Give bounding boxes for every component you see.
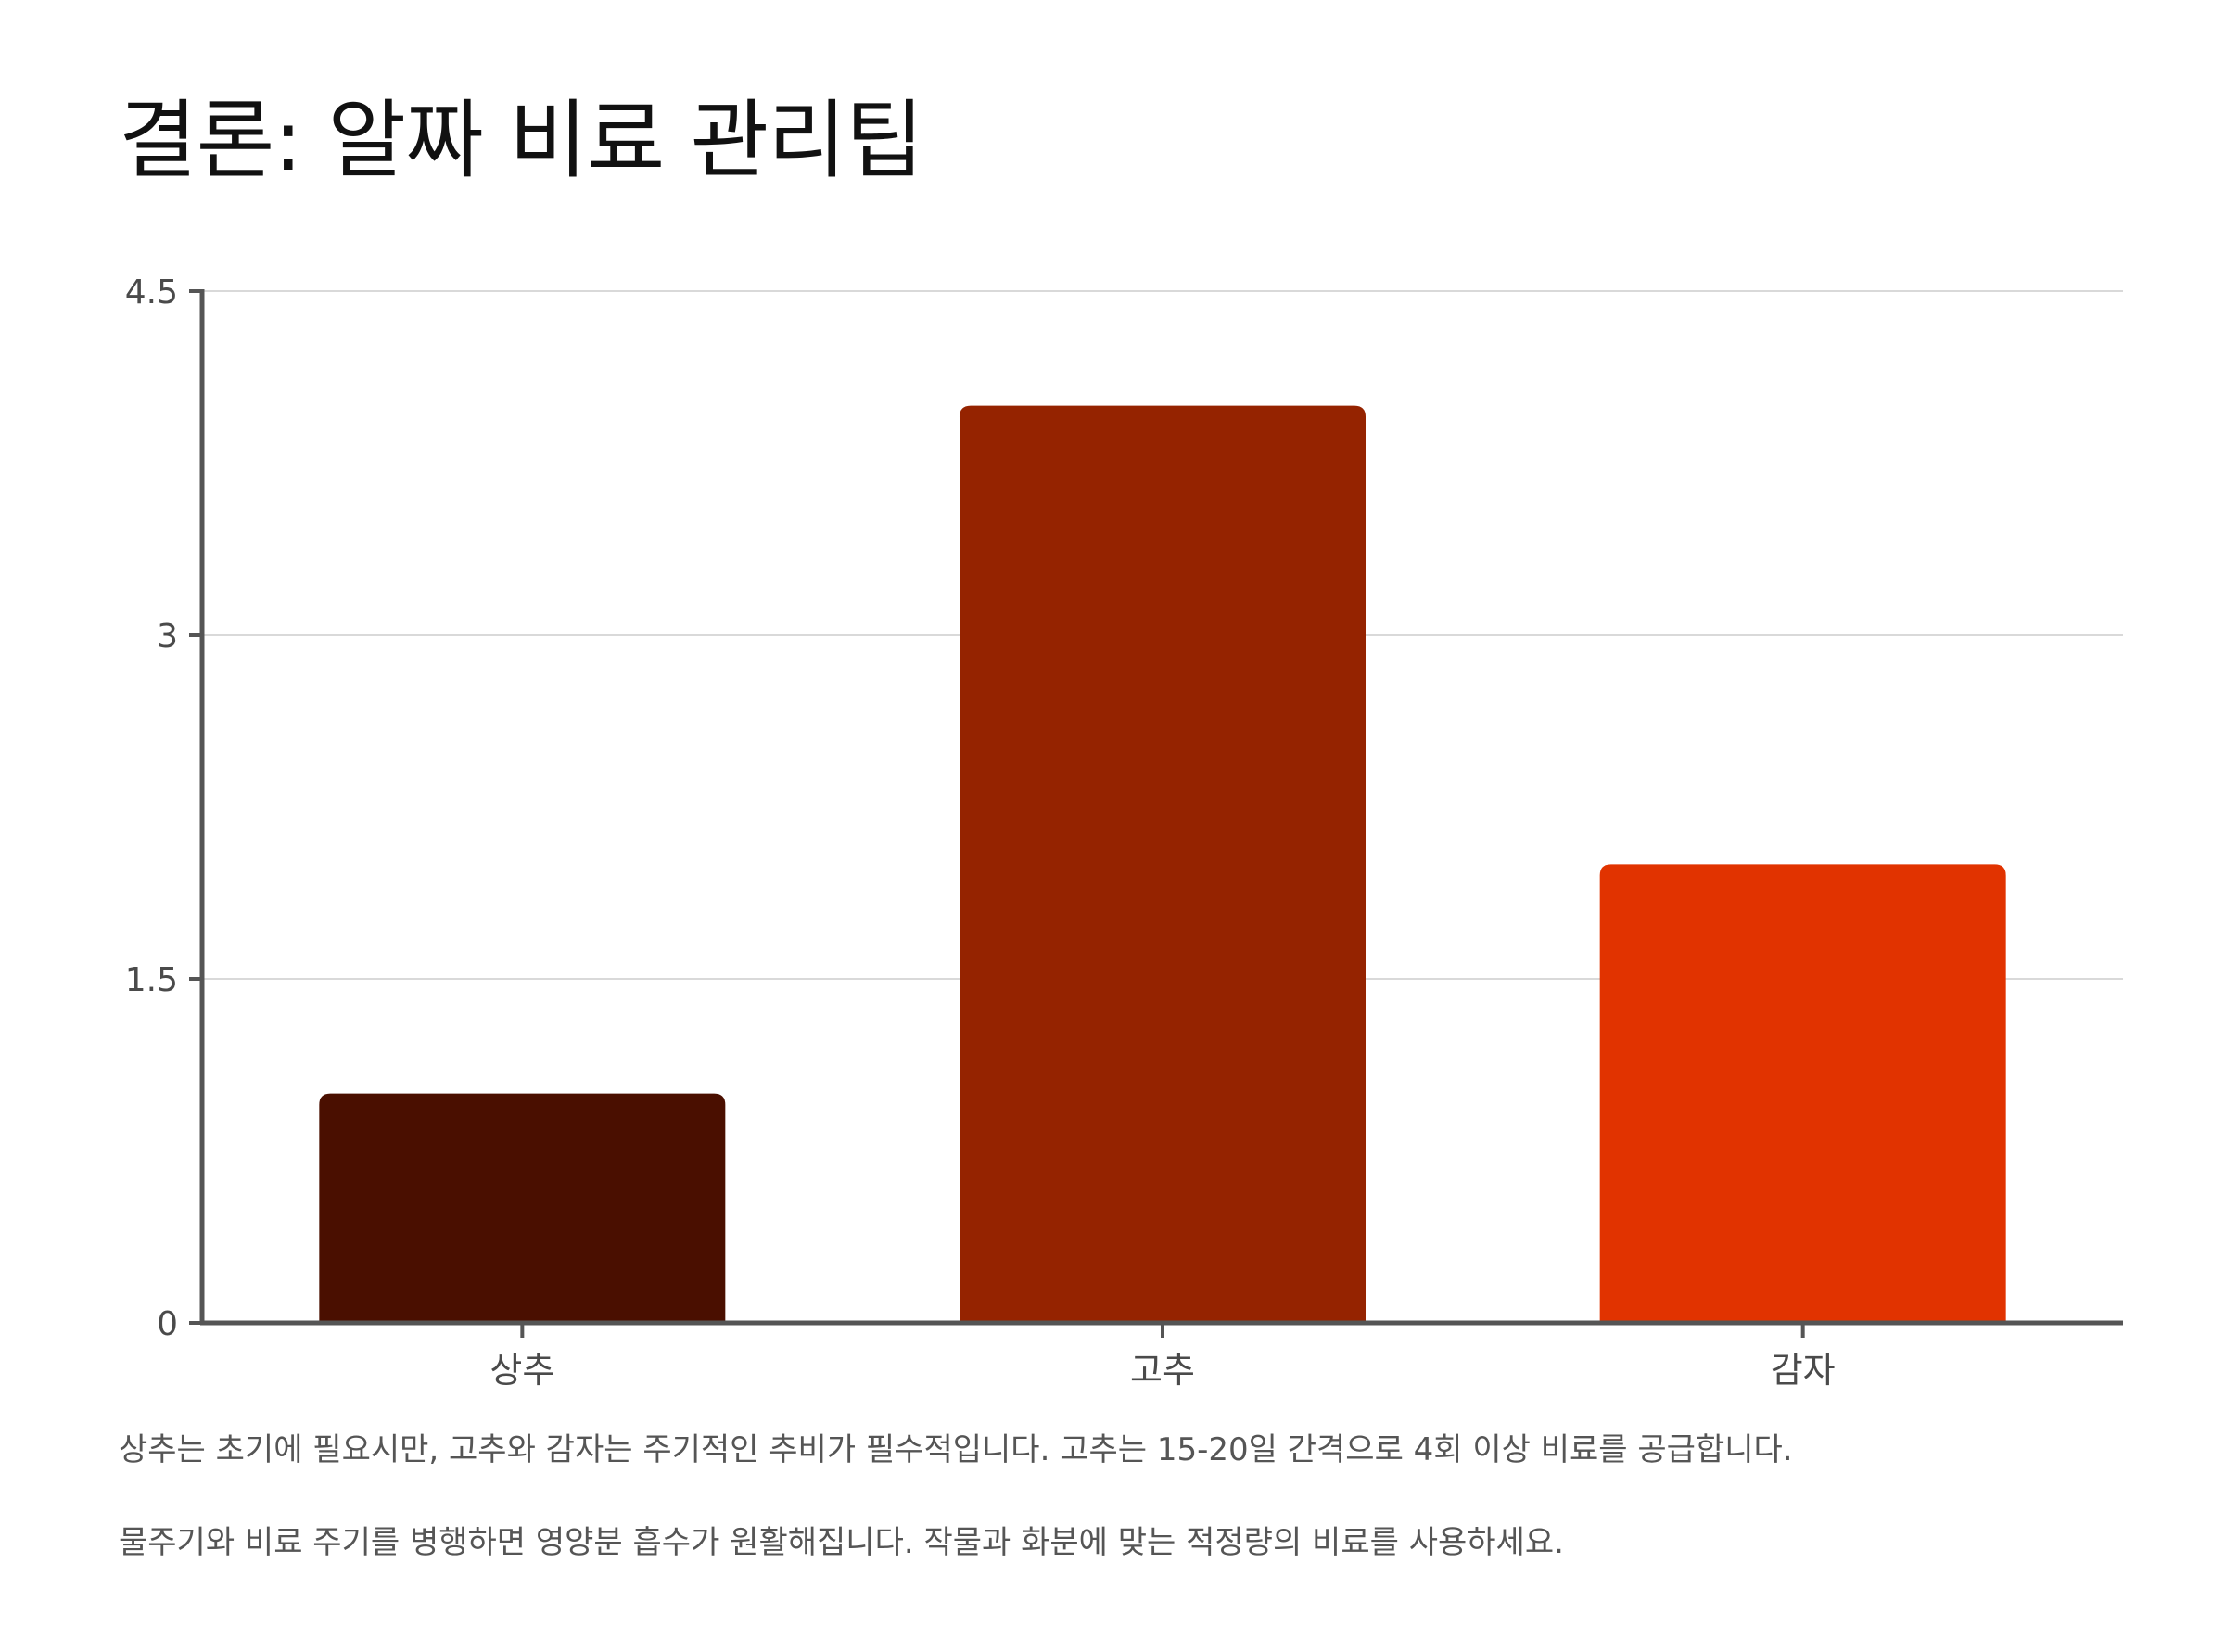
axis-labels: 0 1.5 3 4.5 상추 고추 감자 xyxy=(125,273,1836,1391)
note-1: 상추는 초기에 필요시만, 고추와 감자는 주기적인 추비가 필수적입니다. 고… xyxy=(119,1431,1793,1468)
notes: 상추는 초기에 필요시만, 고추와 감자는 주기적인 추비가 필수적입니다. 고… xyxy=(119,1428,2121,1565)
xtick-label-2: 감자 xyxy=(1771,1350,1836,1391)
ytick-label-2: 3 xyxy=(157,617,178,655)
axes xyxy=(189,289,2123,1338)
ytick-label-3: 4.5 xyxy=(125,273,178,311)
note-2: 물주기와 비료 주기를 병행하면 영양분 흡수가 원활해집니다. 작물과 화분에… xyxy=(119,1524,1564,1561)
ytick-label-0: 0 xyxy=(157,1305,178,1343)
page-title: 결론: 알짜 비료 관리팁 xyxy=(119,91,923,190)
bar-chart-svg: 0 1.5 3 4.5 상추 고추 감자 xyxy=(125,273,2123,1391)
bar-2 xyxy=(1599,864,2006,1323)
xtick-label-0: 상추 xyxy=(490,1350,554,1391)
bar-0 xyxy=(319,1093,726,1323)
bar-chart: 0 1.5 3 4.5 상추 고추 감자 xyxy=(125,273,2123,1391)
bars xyxy=(319,405,2006,1324)
bar-1 xyxy=(960,405,1366,1324)
ytick-label-1: 1.5 xyxy=(125,961,178,999)
xtick-label-1: 고추 xyxy=(1130,1350,1195,1391)
